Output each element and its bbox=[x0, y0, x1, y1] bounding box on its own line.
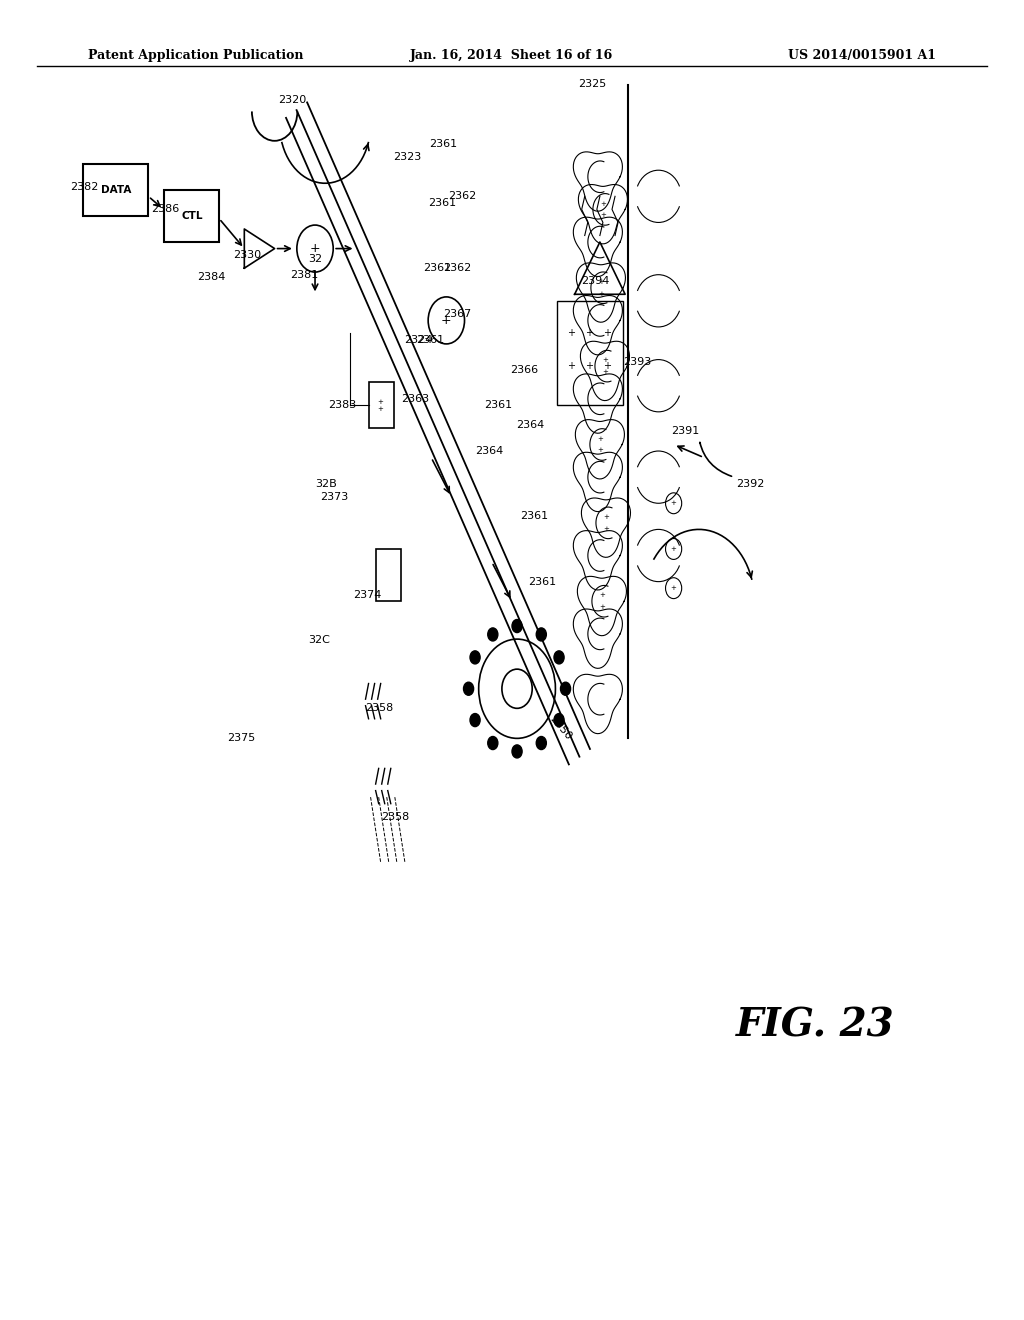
Text: 2362: 2362 bbox=[449, 191, 476, 202]
Text: Patent Application Publication: Patent Application Publication bbox=[88, 49, 303, 62]
Text: 2320: 2320 bbox=[278, 95, 306, 104]
Text: DATA: DATA bbox=[100, 185, 131, 195]
Text: +: + bbox=[566, 362, 574, 371]
Text: 2361: 2361 bbox=[528, 577, 556, 586]
Text: 2361: 2361 bbox=[428, 198, 457, 207]
Text: 2363: 2363 bbox=[400, 393, 429, 404]
Text: +: + bbox=[602, 358, 608, 363]
Text: CTL: CTL bbox=[181, 211, 203, 220]
Text: 2373: 2373 bbox=[321, 492, 348, 502]
Text: 2361: 2361 bbox=[429, 139, 458, 149]
Text: +: + bbox=[671, 500, 677, 507]
Text: +: + bbox=[603, 513, 609, 520]
Circle shape bbox=[554, 714, 564, 726]
Text: +: + bbox=[599, 593, 605, 598]
Text: 2375: 2375 bbox=[227, 734, 255, 743]
Text: 2384: 2384 bbox=[197, 272, 225, 282]
Text: 2358: 2358 bbox=[381, 812, 409, 822]
Text: 2350: 2350 bbox=[548, 714, 573, 742]
Text: 2361: 2361 bbox=[416, 335, 444, 345]
Text: +: + bbox=[441, 314, 452, 327]
Text: +: + bbox=[600, 213, 606, 218]
Text: +: + bbox=[600, 201, 606, 207]
Text: 2392: 2392 bbox=[736, 479, 765, 488]
Text: 2383: 2383 bbox=[328, 400, 356, 411]
Circle shape bbox=[487, 737, 498, 750]
Bar bbox=[164, 190, 219, 242]
Circle shape bbox=[537, 628, 547, 642]
Circle shape bbox=[512, 744, 522, 758]
Text: 2393: 2393 bbox=[624, 358, 651, 367]
Text: +: + bbox=[671, 546, 677, 552]
Circle shape bbox=[470, 651, 480, 664]
Text: 2362: 2362 bbox=[443, 263, 472, 273]
Text: 2361: 2361 bbox=[423, 263, 452, 273]
Text: US 2014/0015901 A1: US 2014/0015901 A1 bbox=[788, 49, 936, 62]
Text: 2358: 2358 bbox=[366, 704, 394, 713]
Text: +: + bbox=[566, 329, 574, 338]
Text: 2394: 2394 bbox=[581, 276, 609, 286]
Circle shape bbox=[470, 714, 480, 726]
Circle shape bbox=[537, 737, 547, 750]
Text: +: + bbox=[603, 525, 609, 532]
Text: 2364: 2364 bbox=[475, 446, 503, 455]
Text: +: + bbox=[599, 605, 605, 610]
Text: 32: 32 bbox=[308, 253, 323, 264]
Text: +: + bbox=[597, 447, 603, 453]
Text: +: + bbox=[597, 436, 603, 442]
Text: +: + bbox=[585, 362, 593, 371]
Text: +: + bbox=[598, 290, 604, 297]
Text: 2366: 2366 bbox=[510, 366, 538, 375]
Text: +: + bbox=[585, 329, 593, 338]
Circle shape bbox=[554, 651, 564, 664]
Text: 2364: 2364 bbox=[516, 420, 545, 430]
Text: 2367: 2367 bbox=[443, 309, 472, 319]
Text: 2361: 2361 bbox=[483, 400, 512, 411]
Bar bbox=[557, 301, 624, 405]
Text: +: + bbox=[309, 242, 321, 255]
Circle shape bbox=[464, 682, 474, 696]
Text: 2382: 2382 bbox=[71, 182, 99, 193]
Text: 2325: 2325 bbox=[578, 79, 606, 88]
Circle shape bbox=[560, 682, 570, 696]
Circle shape bbox=[487, 628, 498, 642]
Text: 32B: 32B bbox=[315, 479, 337, 488]
Circle shape bbox=[512, 619, 522, 632]
Text: +
+: + + bbox=[378, 399, 384, 412]
Text: +: + bbox=[603, 362, 611, 371]
Text: 2374: 2374 bbox=[353, 590, 382, 599]
Text: 2386: 2386 bbox=[152, 205, 179, 214]
Text: +: + bbox=[671, 585, 677, 591]
Text: Jan. 16, 2014  Sheet 16 of 16: Jan. 16, 2014 Sheet 16 of 16 bbox=[411, 49, 613, 62]
Text: 2330: 2330 bbox=[233, 249, 261, 260]
Text: +: + bbox=[603, 329, 611, 338]
Text: 32C: 32C bbox=[308, 635, 330, 645]
Bar bbox=[369, 381, 394, 428]
Bar bbox=[376, 549, 400, 601]
Text: +: + bbox=[598, 279, 604, 285]
Bar bbox=[83, 164, 148, 216]
FancyArrowPatch shape bbox=[699, 442, 731, 477]
Text: FIG. 23: FIG. 23 bbox=[735, 1007, 894, 1044]
Text: 2391: 2391 bbox=[672, 426, 699, 437]
Text: 2323: 2323 bbox=[393, 152, 421, 162]
Text: 2361: 2361 bbox=[520, 511, 548, 521]
Text: +: + bbox=[602, 368, 608, 375]
Text: 2381: 2381 bbox=[290, 269, 318, 280]
Text: 2324: 2324 bbox=[403, 335, 432, 345]
